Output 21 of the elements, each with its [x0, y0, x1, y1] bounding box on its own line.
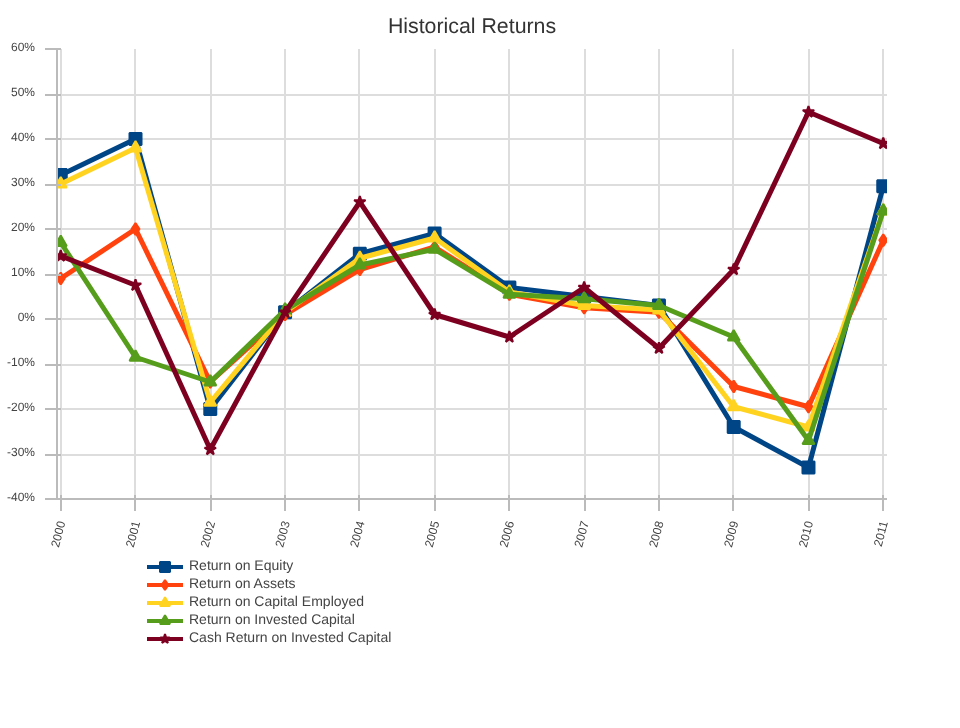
point [427, 307, 442, 321]
point [727, 262, 741, 276]
point [352, 257, 367, 270]
chart-title: Historical Returns [387, 15, 557, 39]
point [801, 105, 816, 118]
point [803, 399, 814, 414]
point [726, 420, 741, 434]
point [128, 140, 143, 153]
point [876, 136, 887, 150]
point [652, 341, 666, 355]
point [726, 398, 741, 412]
point [57, 249, 68, 262]
point [203, 442, 217, 456]
point [801, 432, 816, 445]
point [203, 394, 218, 407]
point [801, 460, 816, 475]
point [726, 329, 741, 342]
point [128, 349, 143, 362]
point [577, 280, 591, 294]
point [728, 379, 739, 394]
point [130, 222, 141, 236]
